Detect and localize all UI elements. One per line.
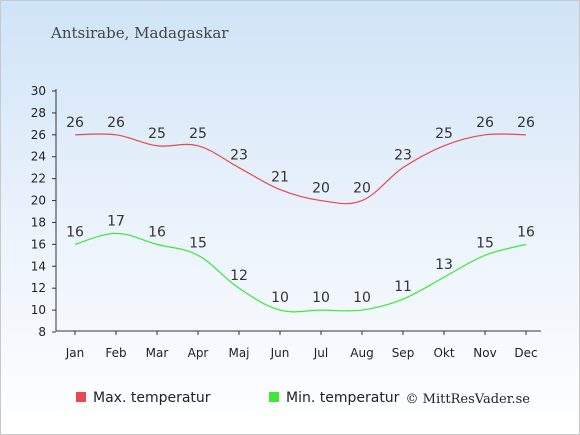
x-tick-label: Aug — [350, 346, 373, 360]
data-labels: 26 26 25 25 23 21 20 20 23 25 26 26 16 17 16 15 12 10 10 10… — [66, 115, 535, 306]
y-tick-label: 24 — [31, 150, 46, 164]
data-label: 12 — [230, 268, 248, 284]
y-tick-label: 12 — [31, 281, 46, 295]
data-label: 11 — [394, 279, 412, 295]
data-label: 25 — [148, 126, 166, 142]
y-tick-label: 20 — [31, 194, 46, 208]
y-tick-label: 22 — [31, 172, 46, 186]
y-tick-label: 10 — [31, 303, 46, 317]
data-label: 25 — [189, 126, 207, 142]
x-tick-label: Sep — [392, 346, 415, 360]
axes — [55, 89, 541, 332]
y-tick-label: 16 — [31, 237, 46, 251]
data-label: 10 — [271, 290, 289, 306]
data-label: 10 — [353, 290, 371, 306]
data-label: 26 — [107, 115, 125, 131]
y-tick-label: 26 — [31, 128, 46, 142]
data-label: 25 — [435, 126, 453, 142]
data-label: 23 — [230, 148, 248, 164]
y-tick-label: 14 — [31, 259, 46, 273]
data-label: 16 — [66, 224, 84, 240]
legend-label: Min. temperatur — [286, 390, 400, 406]
x-tick-label: Jul — [313, 346, 328, 360]
y-tick-label: 8 — [38, 325, 46, 339]
series-line-max — [74, 133, 527, 205]
legend-swatch — [269, 392, 279, 402]
legend-label: Max. temperatur — [93, 390, 211, 406]
x-tick-label: Apr — [188, 346, 209, 360]
credit-text: © MittResVader.se — [406, 392, 531, 407]
x-ticks: Jan Feb Mar Apr Maj Jun Jul Aug Sep Okt Nov Dec — [65, 331, 538, 360]
data-label: 15 — [189, 235, 207, 251]
legend-swatch — [76, 392, 86, 402]
y-tick-label: 30 — [31, 84, 46, 98]
series-line-min — [74, 232, 527, 313]
data-label: 20 — [312, 181, 330, 197]
data-label: 21 — [271, 170, 289, 186]
data-label: 17 — [107, 213, 125, 229]
data-label: 26 — [66, 115, 84, 131]
data-label: 15 — [476, 235, 494, 251]
data-label: 16 — [148, 224, 166, 240]
data-label: 20 — [353, 181, 371, 197]
data-label: 26 — [517, 115, 535, 131]
y-ticks: 8 10 12 14 16 18 20 22 24 26 28 30 — [31, 84, 56, 339]
series-lines — [74, 133, 527, 313]
x-tick-label: Maj — [228, 346, 249, 360]
x-tick-label: Jan — [65, 346, 85, 360]
x-tick-label: Okt — [433, 346, 454, 360]
x-tick-label: Dec — [514, 346, 537, 360]
data-label: 16 — [517, 224, 535, 240]
x-tick-label: Mar — [146, 346, 169, 360]
x-tick-label: Jun — [270, 346, 290, 360]
y-tick-label: 18 — [31, 215, 46, 229]
x-tick-label: Feb — [105, 346, 126, 360]
y-tick-label: 28 — [31, 106, 46, 120]
data-label: 26 — [476, 115, 494, 131]
legend: Max. temperatur Min. temperatur — [76, 390, 400, 406]
x-tick-label: Nov — [473, 346, 496, 360]
data-label: 23 — [394, 148, 412, 164]
chart-title: Antsirabe, Madagaskar — [50, 24, 229, 42]
data-label: 10 — [312, 290, 330, 306]
data-label: 13 — [435, 257, 453, 273]
